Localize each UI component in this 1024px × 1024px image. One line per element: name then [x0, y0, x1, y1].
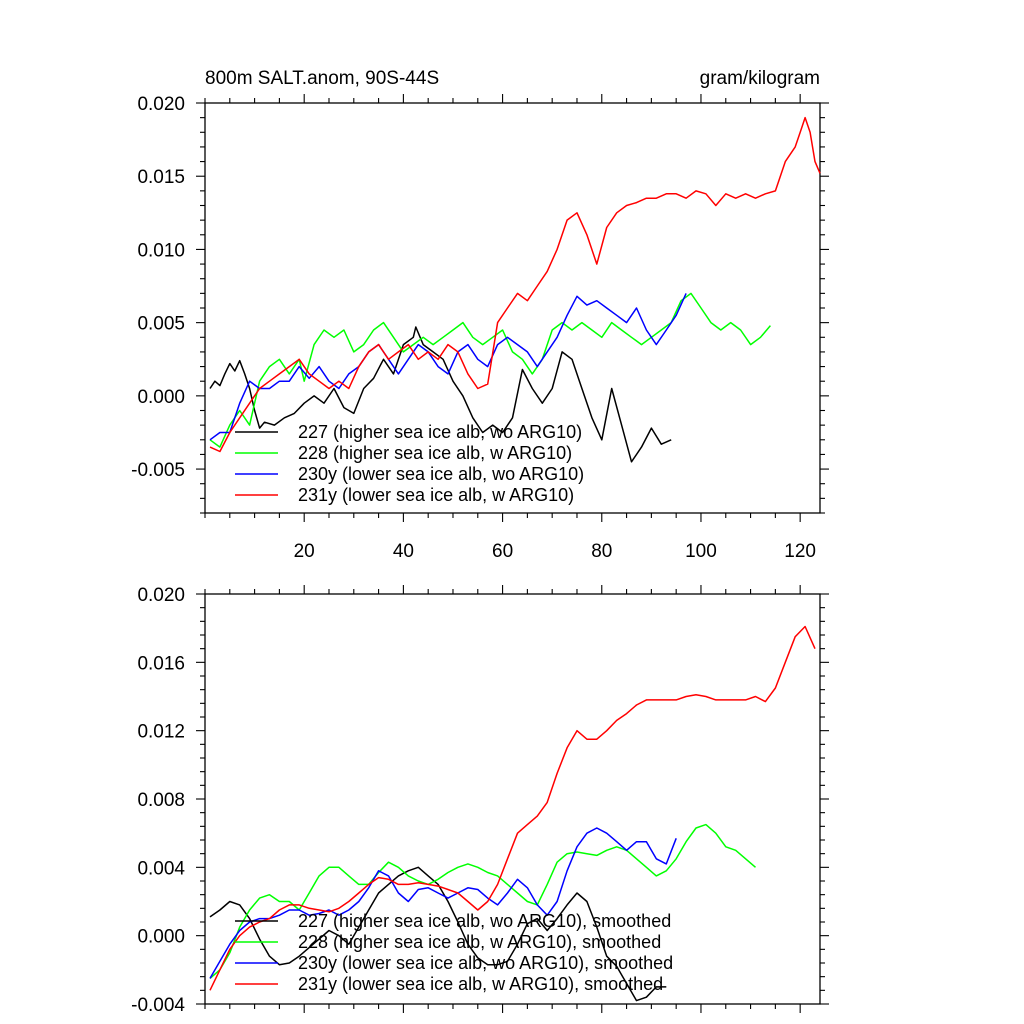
x-tick-label: 120 — [784, 541, 816, 562]
legend: 227 (higher sea ice alb, wo ARG10), smoo… — [235, 911, 673, 994]
top-chart-panel: 800m SALT.anom, 90S-44S gram/kilogram 20… — [131, 68, 829, 562]
y-tick-label: 0.005 — [137, 314, 185, 335]
y-tick-label: 0.015 — [137, 167, 185, 188]
legend-label: 230y (lower sea ice alb, wo ARG10), smoo… — [298, 953, 673, 973]
legend-label: 228 (higher sea ice alb, w ARG10) — [298, 443, 572, 463]
legend: 227 (higher sea ice alb, wo ARG10)228 (h… — [235, 422, 584, 505]
legend-label: 231y (lower sea ice alb, w ARG10) — [298, 485, 574, 505]
y-tick-label: -0.004 — [131, 995, 185, 1016]
x-tick-label: 40 — [393, 541, 414, 562]
chart-title: 800m SALT.anom, 90S-44S — [205, 68, 439, 89]
x-tick-label: 100 — [685, 541, 717, 562]
y-tick-label: 0.016 — [137, 653, 185, 674]
x-tick-label: 80 — [591, 541, 612, 562]
y-tick-label: -0.005 — [131, 460, 185, 481]
y-tick-label: 0.020 — [137, 94, 185, 115]
legend-label: 227 (higher sea ice alb, wo ARG10) — [298, 422, 582, 442]
legend-label: 227 (higher sea ice alb, wo ARG10), smoo… — [298, 911, 671, 931]
y-tick-label: 0.000 — [137, 927, 185, 948]
y-tick-label: 0.004 — [137, 858, 185, 879]
y-tick-label: 0.008 — [137, 790, 185, 811]
axes: -0.004 0.000 0.004 0.008 0.012 0.016 0.020 — [131, 585, 829, 1016]
series-group — [209, 625, 816, 1002]
series-group — [209, 116, 821, 463]
series-line — [209, 116, 821, 453]
series-line — [209, 866, 667, 1002]
x-tick-label: 20 — [294, 541, 315, 562]
y-tick-label: 0.020 — [137, 585, 185, 606]
legend-label: 228 (higher sea ice alb, w ARG10), smoot… — [298, 932, 661, 952]
y-tick-label: 0.012 — [137, 722, 185, 743]
y-tick-label: 0.010 — [137, 240, 185, 261]
axes: 20 40 60 80 100 120 -0.005 0.000 0.005 0.010 0.015… — [131, 94, 829, 562]
chart-units: gram/kilogram — [700, 68, 820, 89]
series-line — [209, 293, 687, 441]
bottom-chart-panel: -0.004 0.000 0.004 0.008 0.012 0.016 0.020 227… — [131, 585, 829, 1016]
series-line — [209, 625, 816, 991]
y-tick-label: 0.000 — [137, 387, 185, 408]
legend-label: 231y (lower sea ice alb, w ARG10), smoot… — [298, 974, 663, 994]
x-tick-label: 60 — [492, 541, 513, 562]
legend-label: 230y (lower sea ice alb, wo ARG10) — [298, 464, 584, 484]
series-line — [209, 827, 677, 979]
series-line — [209, 823, 756, 979]
